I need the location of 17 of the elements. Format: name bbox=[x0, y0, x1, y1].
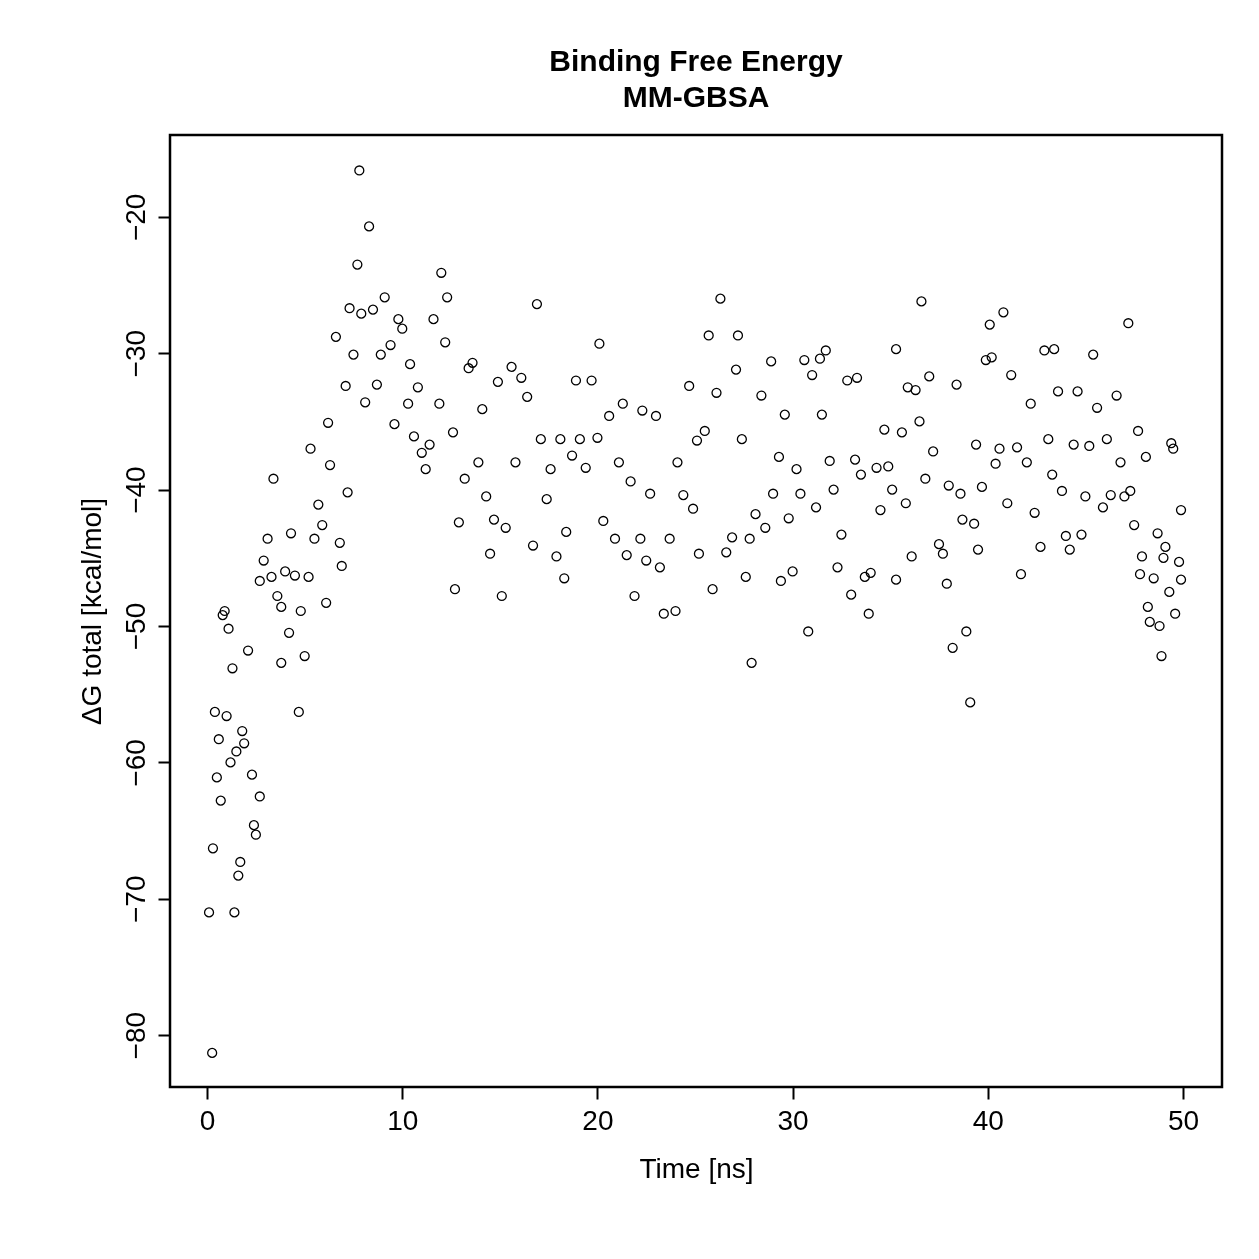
x-tick-label: 0 bbox=[199, 1104, 216, 1136]
x-tick-label: 10 bbox=[387, 1104, 419, 1136]
x-axis-title: Time [ns] bbox=[639, 1152, 754, 1184]
y-tick-label: −70 bbox=[119, 875, 151, 924]
x-tick-label: 40 bbox=[972, 1104, 1004, 1136]
x-tick-label: 20 bbox=[582, 1104, 614, 1136]
y-tick-label: −30 bbox=[119, 329, 151, 378]
y-tick-label: −50 bbox=[119, 602, 151, 651]
y-tick-label: −40 bbox=[119, 466, 151, 514]
x-tick-label: 50 bbox=[1167, 1104, 1200, 1136]
y-tick-label: −80 bbox=[119, 1011, 151, 1060]
y-axis-title: ΔG total [kcal/mol] bbox=[75, 497, 107, 726]
y-tick-label: −60 bbox=[119, 739, 151, 787]
x-tick-label: 30 bbox=[777, 1104, 809, 1136]
chart-subtitle: MM-GBSA bbox=[622, 80, 770, 113]
chart-title: Binding Free Energy bbox=[549, 44, 843, 77]
y-tick-label: −20 bbox=[119, 193, 151, 242]
